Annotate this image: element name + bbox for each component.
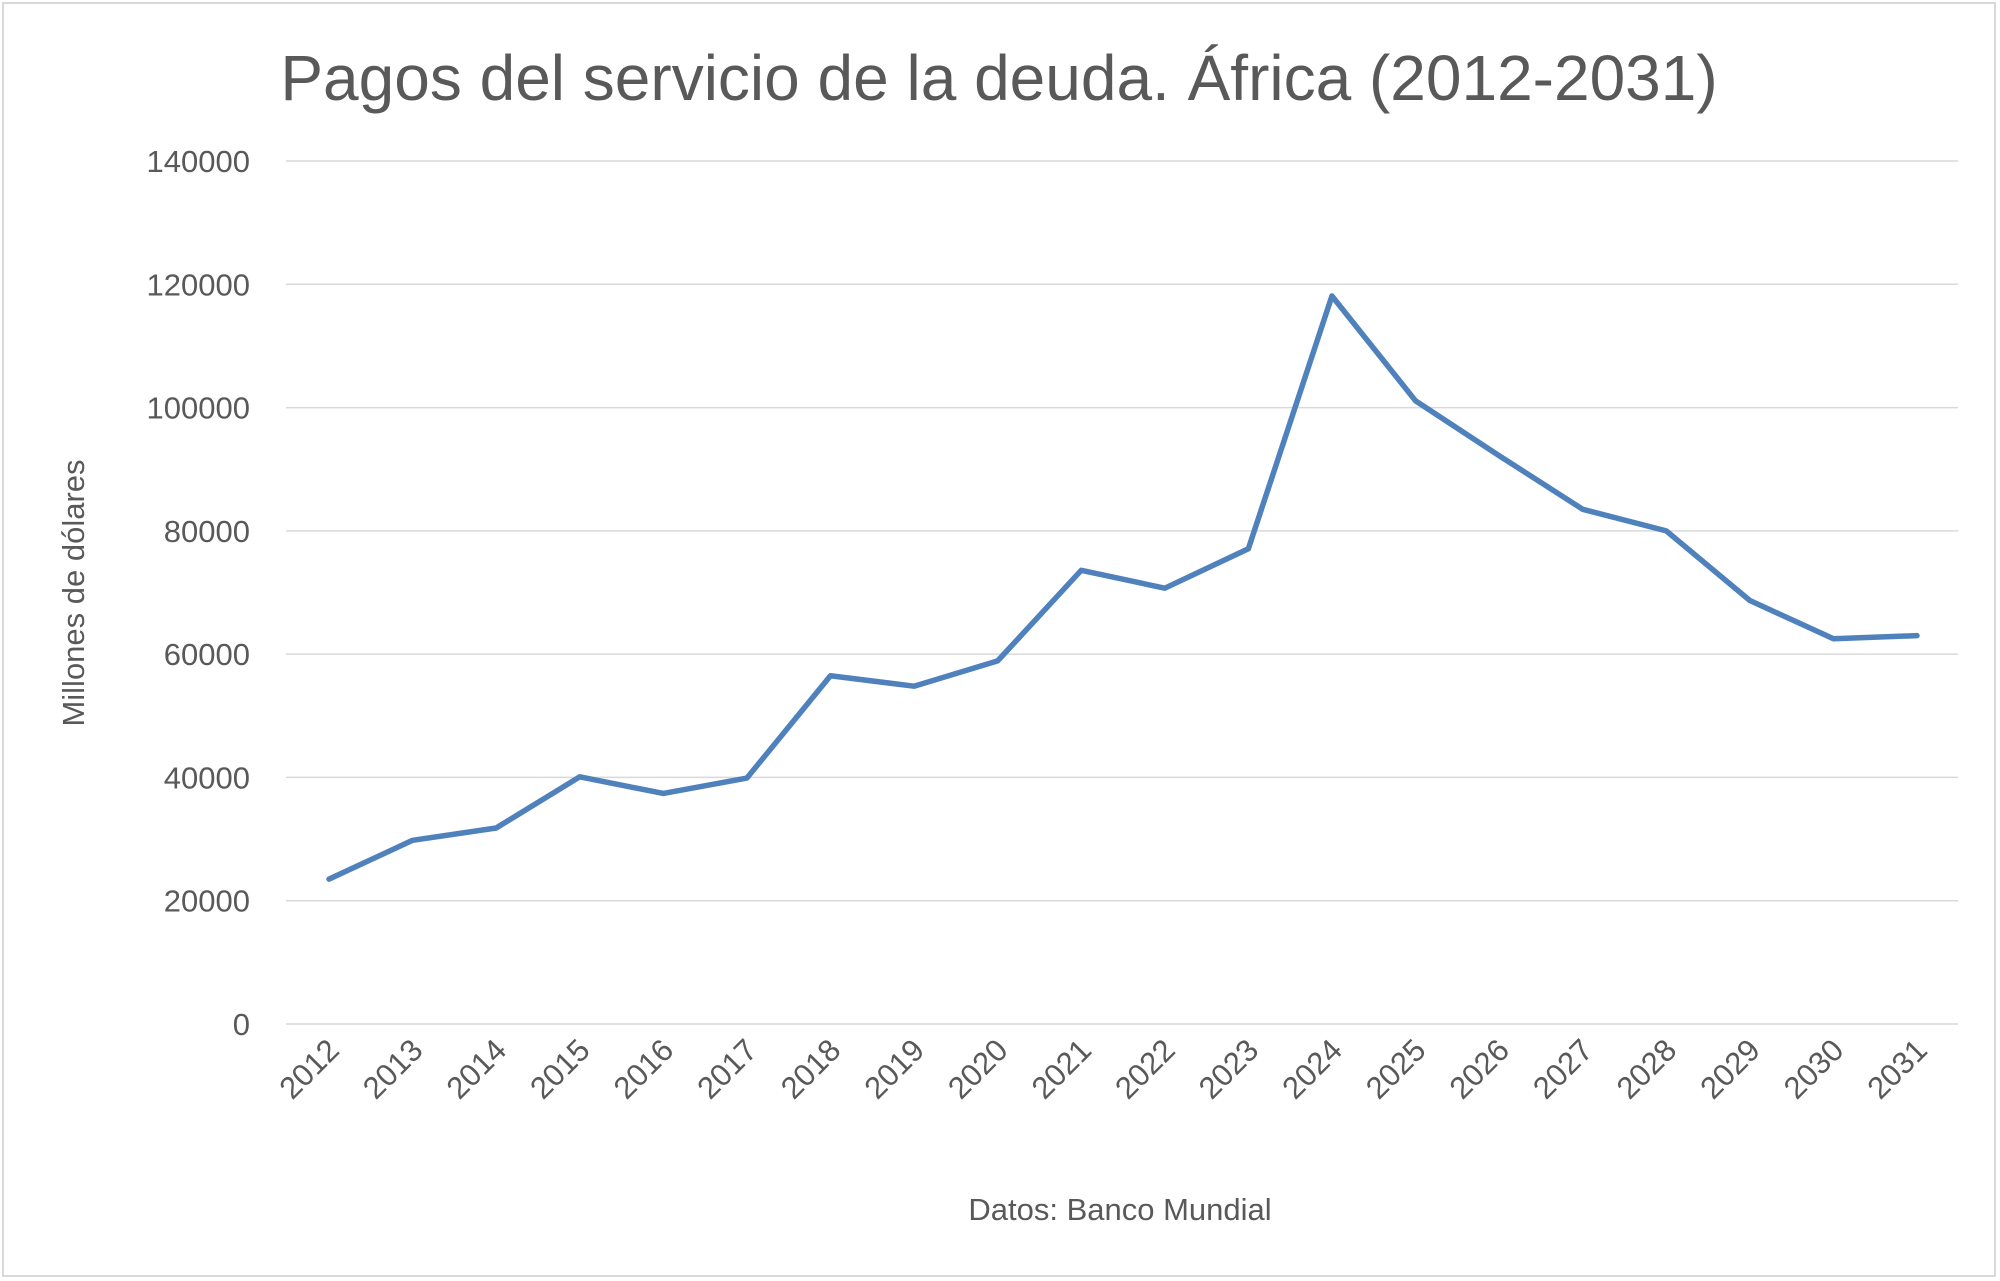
y-tick-label: 140000 (147, 144, 250, 179)
x-tick-label: 2026 (1443, 1032, 1517, 1106)
y-axis-label: Millones de dólares (56, 459, 91, 726)
y-tick-label: 20000 (164, 884, 250, 919)
x-tick-label: 2014 (440, 1032, 514, 1106)
y-tick-label: 120000 (147, 267, 250, 302)
x-tick-label: 2030 (1777, 1032, 1851, 1106)
series-line (326, 293, 1920, 882)
x-tick-label: 2016 (607, 1032, 681, 1106)
y-tick-label: 0 (233, 1007, 250, 1042)
x-tick-label: 2029 (1693, 1032, 1767, 1106)
x-tick-label: 2013 (356, 1032, 430, 1106)
y-tick-label: 100000 (147, 391, 250, 426)
x-axis-label: Datos: Banco Mundial (968, 1192, 1271, 1227)
x-tick-label: 2019 (857, 1032, 931, 1106)
x-tick-label: 2028 (1610, 1032, 1684, 1106)
x-tick-label: 2024 (1275, 1032, 1349, 1106)
y-tick-label: 80000 (164, 514, 250, 549)
x-tick-label: 2031 (1860, 1032, 1934, 1106)
chart-title: Pagos del servicio de la deuda. África (… (280, 42, 1717, 114)
y-tick-label: 40000 (164, 760, 250, 795)
x-tick-label: 2015 (523, 1032, 597, 1106)
x-tick-label: 2020 (941, 1032, 1015, 1106)
x-tick-label: 2021 (1025, 1032, 1099, 1106)
x-tick-label: 2022 (1108, 1032, 1182, 1106)
x-tick-label: 2018 (774, 1032, 848, 1106)
x-tick-label: 2023 (1192, 1032, 1266, 1106)
x-tick-label: 2027 (1526, 1032, 1600, 1106)
x-tick-label: 2012 (272, 1032, 346, 1106)
x-tick-label: 2017 (690, 1032, 764, 1106)
x-tick-label: 2025 (1359, 1032, 1433, 1106)
y-tick-label: 60000 (164, 637, 250, 672)
